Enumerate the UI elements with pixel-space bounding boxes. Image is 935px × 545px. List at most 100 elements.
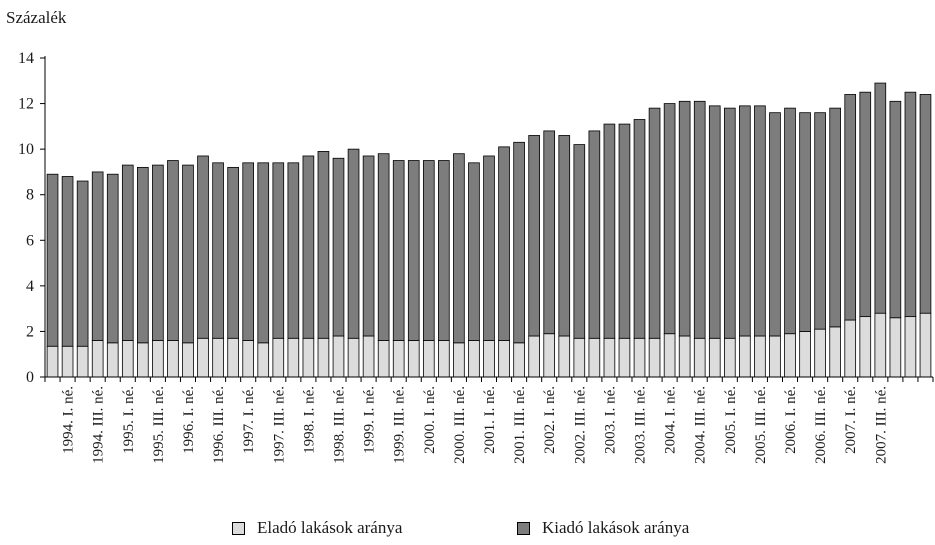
bar-elado-30 <box>498 340 510 378</box>
bar-elado-47 <box>754 335 766 378</box>
bar-kiado-54 <box>859 91 872 318</box>
bar-elado-43 <box>693 337 706 378</box>
x-tick-label-6: 1997. I. né. <box>241 386 257 454</box>
bar-elado-8 <box>167 340 179 378</box>
bar-kiado-15 <box>272 162 285 339</box>
bar-elado-6 <box>137 342 149 378</box>
bar-elado-1 <box>61 345 74 378</box>
bar-kiado-21 <box>362 155 375 337</box>
x-tick-label-25: 2006. III. né. <box>813 386 829 464</box>
x-tick-label-11: 1999. III. né. <box>392 386 408 464</box>
bar-elado-45 <box>723 337 736 378</box>
bar-kiado-27 <box>453 153 465 344</box>
x-tick-label-7: 1997. III. né. <box>271 386 287 464</box>
y-tick-label-4: 8 <box>26 187 34 204</box>
y-axis-title: Százalék <box>6 8 67 27</box>
x-tick-label-13: 2000. III. né. <box>452 386 468 464</box>
bar-kiado-34 <box>558 135 571 337</box>
x-tick-label-12: 2000. I. né. <box>422 386 438 454</box>
x-tick-label-23: 2005. III. né. <box>753 386 769 464</box>
bar-kiado-32 <box>528 135 540 337</box>
bar-kiado-44 <box>708 105 721 339</box>
bar-kiado-35 <box>573 144 586 339</box>
bar-elado-48 <box>769 335 781 378</box>
bar-kiado-26 <box>438 160 450 341</box>
bar-kiado-12 <box>227 166 239 339</box>
bar-elado-58 <box>919 312 932 378</box>
legend-swatch-kiado <box>517 521 530 535</box>
bar-elado-20 <box>347 337 360 378</box>
bar-elado-50 <box>799 331 811 378</box>
y-tick-label-3: 6 <box>26 232 34 249</box>
legend-swatch-elado <box>232 521 245 535</box>
y-tick-label-1: 2 <box>26 323 34 340</box>
bar-elado-13 <box>242 340 255 378</box>
bar-kiado-49 <box>784 107 796 335</box>
bar-elado-31 <box>513 342 525 378</box>
bar-elado-9 <box>182 342 194 378</box>
legend-item-kiado: Kiadó lakások aránya <box>517 518 689 538</box>
bar-elado-29 <box>483 340 495 378</box>
bar-elado-56 <box>889 317 902 378</box>
bar-elado-32 <box>528 335 540 378</box>
bar-kiado-2 <box>76 180 89 347</box>
bar-kiado-19 <box>332 157 345 337</box>
x-tick-label-27: 2007. III. né. <box>873 386 889 464</box>
bar-elado-41 <box>663 333 676 378</box>
x-tick-label-17: 2002. III. né. <box>572 386 588 464</box>
bar-elado-33 <box>543 333 556 378</box>
bar-kiado-47 <box>754 105 766 337</box>
bar-elado-18 <box>317 337 330 378</box>
bar-elado-36 <box>588 337 601 378</box>
bar-kiado-1 <box>61 176 74 347</box>
bar-elado-17 <box>302 337 315 378</box>
bar-elado-55 <box>874 312 887 378</box>
bar-elado-49 <box>784 333 796 378</box>
legend-item-elado: Eladó lakások aránya <box>232 518 402 538</box>
bar-kiado-55 <box>874 82 887 314</box>
bar-kiado-39 <box>633 119 646 339</box>
bar-elado-28 <box>468 340 480 378</box>
bar-kiado-30 <box>498 146 510 341</box>
bar-elado-38 <box>618 337 631 378</box>
x-tick-label-1: 1994. III. né. <box>91 386 107 464</box>
bar-kiado-4 <box>106 173 119 344</box>
x-tick-label-26: 2007. I. né. <box>843 386 859 454</box>
bar-elado-21 <box>362 335 375 378</box>
bar-kiado-11 <box>212 162 224 339</box>
bar-elado-12 <box>227 337 239 378</box>
bar-elado-24 <box>407 340 420 378</box>
bar-kiado-46 <box>739 105 751 337</box>
legend: Eladó lakások aránya Kiadó lakások arány… <box>0 518 935 542</box>
bar-elado-40 <box>648 337 661 378</box>
x-tick-label-14: 2001. I. né. <box>482 386 498 454</box>
legend-label-kiado: Kiadó lakások aránya <box>542 518 690 537</box>
bar-elado-57 <box>904 316 917 378</box>
x-tick-label-10: 1999. I. né. <box>362 386 378 454</box>
bar-kiado-25 <box>422 160 435 341</box>
bar-kiado-52 <box>829 107 841 328</box>
bar-elado-27 <box>453 342 465 378</box>
bar-elado-19 <box>332 335 345 378</box>
bar-elado-15 <box>272 337 285 378</box>
bar-elado-46 <box>739 335 751 378</box>
bar-elado-14 <box>257 342 270 378</box>
bar-kiado-3 <box>91 171 104 341</box>
bar-kiado-53 <box>844 94 857 321</box>
x-tick-label-2: 1995. I. né. <box>121 386 137 454</box>
bar-elado-2 <box>76 345 89 378</box>
bar-elado-16 <box>287 337 300 378</box>
bar-kiado-7 <box>152 164 164 341</box>
bar-kiado-22 <box>377 153 390 341</box>
bar-kiado-17 <box>302 155 315 339</box>
bar-kiado-6 <box>137 166 149 344</box>
bar-elado-10 <box>197 337 209 378</box>
bar-kiado-41 <box>663 103 676 335</box>
x-tick-label-20: 2004. I. né. <box>663 386 679 454</box>
bar-kiado-56 <box>889 100 902 319</box>
bar-kiado-51 <box>814 112 826 330</box>
bar-kiado-37 <box>603 123 616 339</box>
bar-kiado-43 <box>693 100 706 339</box>
bar-kiado-20 <box>347 148 360 339</box>
bar-elado-39 <box>633 337 646 378</box>
